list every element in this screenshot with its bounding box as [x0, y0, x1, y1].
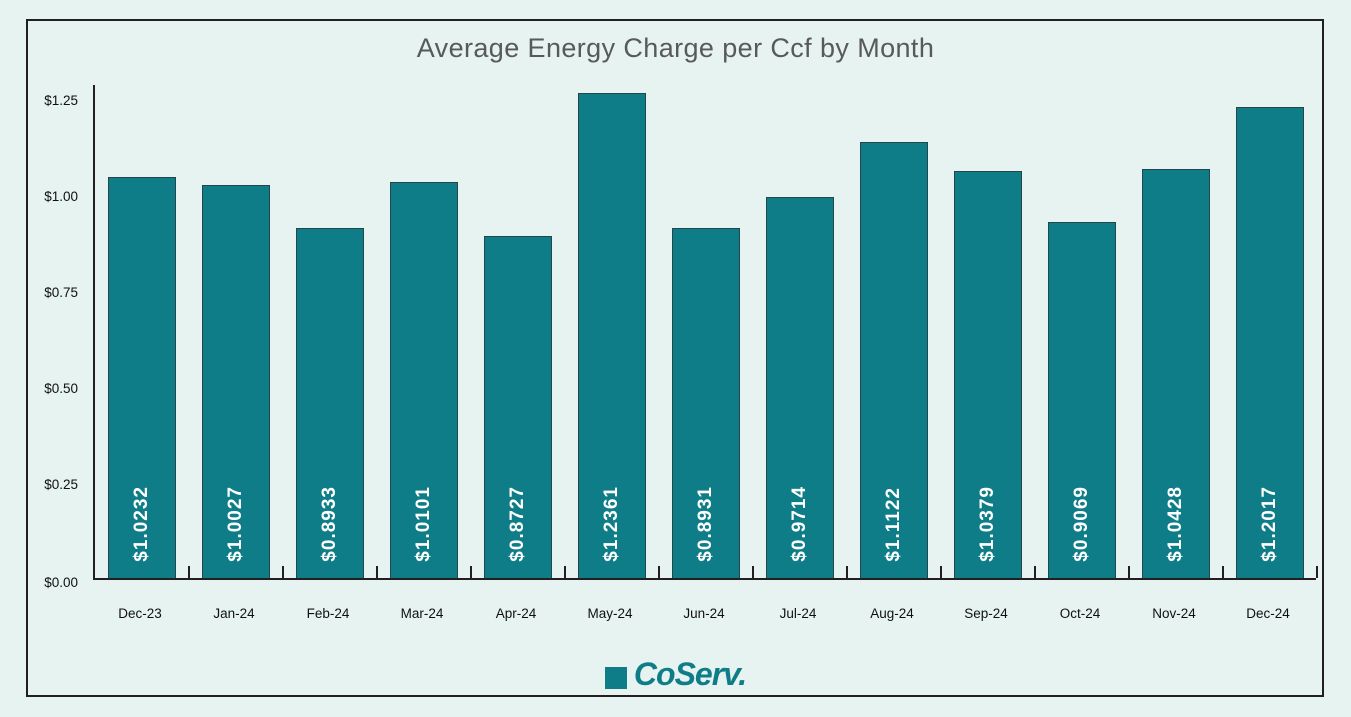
y-axis-tick-label: $0.50 [44, 381, 78, 396]
x-axis-tick [564, 566, 566, 578]
x-axis-tick [470, 566, 472, 578]
y-axis-tick-label: $0.75 [44, 285, 78, 300]
bar-value-label: $0.8931 [695, 486, 716, 562]
bar-Dec-24: $1.2017 [1236, 107, 1304, 578]
bar-Jan-24: $1.0027 [202, 185, 270, 578]
x-axis-label-May-24: May-24 [587, 606, 633, 621]
x-axis-tick [752, 566, 754, 578]
bar-value-label: $1.0379 [977, 486, 998, 562]
bar-slot: $1.2017 [1223, 85, 1317, 578]
x-axis-label-Mar-24: Mar-24 [400, 606, 444, 621]
bar-value-label: $1.0027 [225, 486, 246, 562]
bar-slot: $1.0101 [377, 85, 471, 578]
bar-slot: $0.9714 [753, 85, 847, 578]
bar-slot: $0.8931 [659, 85, 753, 578]
bar-slot: $1.0379 [941, 85, 1035, 578]
bar-value-label: $0.8933 [319, 486, 340, 562]
x-axis-label-Feb-24: Feb-24 [306, 606, 350, 621]
bar-Jun-24: $0.8931 [672, 228, 740, 578]
bar-value-label: $1.2017 [1259, 486, 1280, 562]
x-axis-tick [940, 566, 942, 578]
bar-Jul-24: $0.9714 [766, 197, 834, 578]
x-axis-tick [1128, 566, 1130, 578]
x-axis-tick [658, 566, 660, 578]
bar-value-label: $1.0101 [413, 486, 434, 562]
x-axis-tick [1034, 566, 1036, 578]
bar-slot: $0.8933 [283, 85, 377, 578]
x-axis-tick [282, 566, 284, 578]
bars-container: $1.0232 $1.0027 $0.8933 $1.0101 $0.8727 $1.23… [95, 85, 1317, 578]
coserv-logo-square-icon [604, 666, 627, 689]
bar-Aug-24: $1.1122 [860, 142, 928, 578]
x-axis-label-Jan-24: Jan-24 [213, 606, 255, 621]
x-axis-label-Sep-24: Sep-24 [964, 606, 1008, 621]
bar-slot: $0.9069 [1035, 85, 1129, 578]
coserv-logo-text: CoServ. [633, 656, 747, 692]
x-axis-label-Aug-24: Aug-24 [870, 606, 914, 621]
bar-May-24: $1.2361 [578, 93, 646, 578]
x-axis-label-Nov-24: Nov-24 [1152, 606, 1196, 621]
bar-value-label: $1.2361 [601, 486, 622, 562]
x-axis-label-Apr-24: Apr-24 [495, 606, 537, 621]
x-axis-tick [1222, 566, 1224, 578]
bar-value-label: $1.1122 [883, 487, 904, 562]
bar-Sep-24: $1.0379 [954, 171, 1022, 578]
y-axis-tick-label: $0.25 [44, 477, 78, 492]
y-axis-tick-label: $0.00 [44, 575, 78, 590]
coserv-logo: CoServ. [0, 656, 1351, 693]
x-axis-tick [188, 566, 190, 578]
x-axis-label-Jun-24: Jun-24 [683, 606, 725, 621]
bar-slot: $0.8727 [471, 85, 565, 578]
x-axis-tick [846, 566, 848, 578]
bar-slot: $1.0232 [95, 85, 189, 578]
bar-slot: $1.0027 [189, 85, 283, 578]
x-axis-label-Jul-24: Jul-24 [779, 606, 817, 621]
bar-Dec-23: $1.0232 [108, 177, 176, 578]
x-axis-tick [1316, 566, 1318, 578]
bar-value-label: $0.9714 [789, 486, 810, 562]
bar-slot: $1.2361 [565, 85, 659, 578]
y-axis-tick-label: $1.00 [44, 189, 78, 204]
bar-value-label: $1.0232 [131, 486, 152, 562]
x-axis-tick [376, 566, 378, 578]
bar-slot: $1.1122 [847, 85, 941, 578]
bar-slot: $1.0428 [1129, 85, 1223, 578]
bar-value-label: $0.9069 [1071, 486, 1092, 562]
plot-area: $1.0232 $1.0027 $0.8933 $1.0101 $0.8727 $1.23… [93, 85, 1318, 580]
bar-Mar-24: $1.0101 [390, 182, 458, 578]
x-axis-label-Dec-24: Dec-24 [1246, 606, 1290, 621]
bar-value-label: $1.0428 [1165, 486, 1186, 562]
x-axis-label-Oct-24: Oct-24 [1059, 606, 1101, 621]
bar-value-label: $0.8727 [507, 486, 528, 562]
x-axis-label-Dec-23: Dec-23 [118, 606, 162, 621]
bar-Feb-24: $0.8933 [296, 228, 364, 578]
bar-Apr-24: $0.8727 [484, 236, 552, 578]
bar-Oct-24: $0.9069 [1048, 222, 1116, 578]
chart-frame-border [26, 19, 1324, 697]
chart-title: Average Energy Charge per Ccf by Month [416, 33, 935, 63]
y-axis-tick-label: $1.25 [44, 93, 78, 108]
bar-Nov-24: $1.0428 [1142, 169, 1210, 578]
